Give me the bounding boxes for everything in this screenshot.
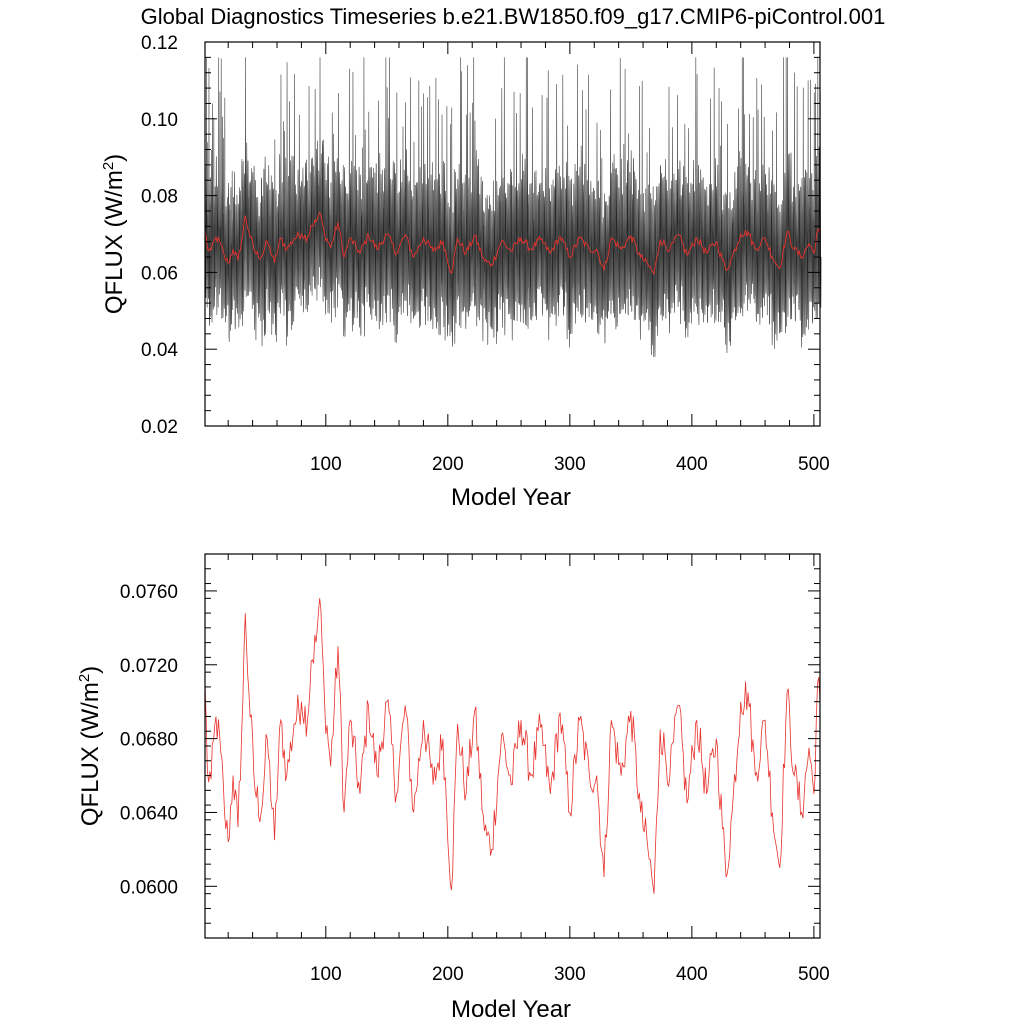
x-tick-label: 100 (310, 964, 342, 985)
y-axis-label-close: ) (101, 154, 128, 162)
annual-mean-series-line (204, 211, 821, 276)
annual-mean-series-path (204, 598, 821, 894)
y-tick-label: 0.10 (141, 110, 178, 131)
monthly-series-line (204, 57, 822, 357)
axis-ticks: 100 200 300 400 500 0.0600 0.0640 0.0680 0.0720 0… (120, 553, 830, 985)
top-panel: 100 200 300 400 5000.020.040.060.080.100.12 … (100, 33, 830, 511)
y-axis-label-close: ) (77, 666, 104, 674)
y-axis-label-main: QFLUX (W/m (77, 682, 104, 826)
x-tick-label: 200 (432, 964, 464, 985)
y-tick-label: 0.06 (141, 263, 178, 284)
y-tick-label: 0.12 (141, 33, 178, 54)
plot-area-border (204, 553, 821, 939)
x-tick-label: 500 (798, 454, 830, 475)
annual-mean-series-line (204, 598, 821, 894)
y-tick-label: 0.0680 (120, 730, 178, 751)
plot-frame (204, 553, 821, 939)
y-axis-label-superscript: 2 (76, 674, 93, 682)
y-tick-label: 0.0760 (120, 582, 178, 603)
x-axis-label: Model Year (451, 484, 571, 511)
x-tick-label: 300 (554, 454, 586, 475)
y-axis-label-superscript: 2 (100, 162, 117, 170)
x-tick-label: 300 (554, 964, 586, 985)
x-tick-label: 200 (432, 454, 464, 475)
monthly-series-path (204, 57, 822, 357)
y-axis-label: QFLUX (W/m2) (76, 666, 104, 826)
x-tick-label: 400 (676, 454, 708, 475)
x-tick-label: 500 (798, 964, 830, 985)
y-axis-label: QFLUX (W/m2) (100, 154, 128, 314)
x-tick-label: 100 (310, 454, 342, 475)
y-axis-label-main: QFLUX (W/m (101, 170, 128, 314)
axis-ticks: 100 200 300 400 500 0.02 0.04 0.06 0.08 0.10 0.12 (141, 33, 830, 475)
y-tick-label: 0.02 (141, 417, 178, 438)
y-tick-label: 0.0600 (120, 877, 178, 898)
y-tick-label: 0.0640 (120, 803, 178, 824)
x-axis-label: Model Year (451, 996, 571, 1023)
x-tick-label: 400 (676, 964, 708, 985)
chart-title: Global Diagnostics Timeseries b.e21.BW18… (141, 4, 886, 29)
y-tick-label: 0.08 (141, 187, 178, 208)
plot-frame (204, 41, 821, 427)
annual-mean-series-path (204, 211, 821, 276)
y-tick-label: 0.0720 (120, 656, 178, 677)
plot-area-border (204, 41, 821, 427)
bottom-panel: 100 200 300 400 500 0.0600 0.0640 0.0680 0.0720 0… (76, 553, 830, 1023)
y-tick-label: 0.04 (141, 340, 178, 361)
